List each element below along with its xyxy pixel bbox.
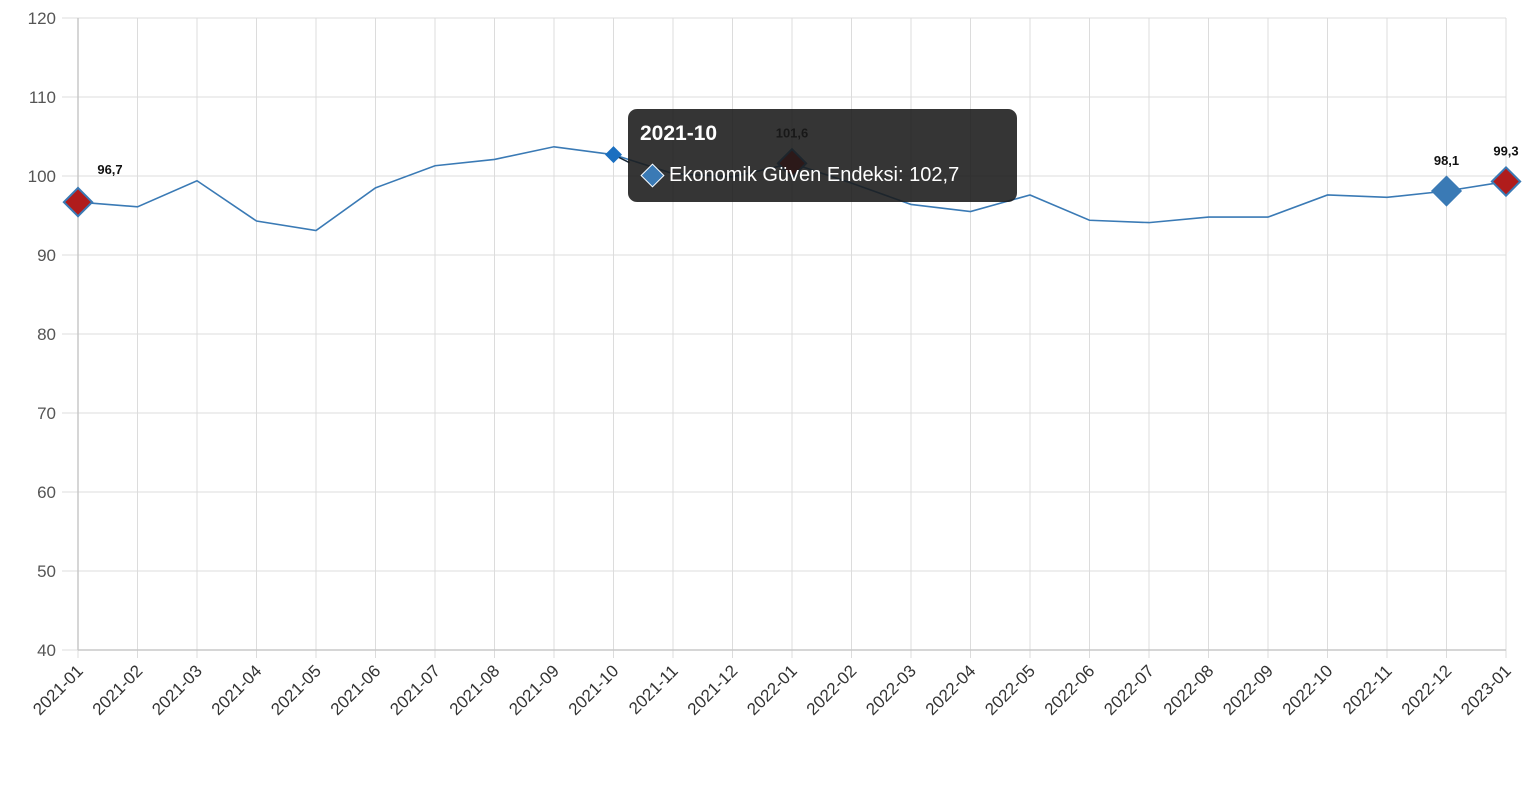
x-tick-label: 2022-08 (1160, 661, 1218, 719)
y-tick-label: 120 (28, 9, 56, 28)
x-tick-label: 2021-06 (327, 661, 385, 719)
grid (62, 17, 1507, 658)
y-tick-label: 100 (28, 167, 56, 186)
tooltip-value: 102,7 (909, 164, 960, 186)
y-tick-label: 90 (37, 246, 56, 265)
y-tick-label: 110 (29, 88, 56, 107)
tooltip-series-name: Ekonomik Güven Endeksi (669, 164, 899, 186)
tooltip: 2021-10 Ekonomik Güven Endeksi: 102,7 (628, 109, 1017, 202)
x-tick-label: 2022-04 (922, 661, 980, 719)
x-tick-label: 2021-12 (684, 661, 742, 719)
y-tick-label: 70 (37, 404, 56, 423)
x-tick-label: 2022-11 (1339, 661, 1396, 718)
x-axis: 2021-01 2021-02 2021-03 2021-04 2021-05 2021-… (29, 661, 1515, 719)
y-tick-label: 60 (37, 483, 56, 502)
x-tick-label: 2022-06 (1041, 661, 1099, 719)
x-tick-label: 2022-12 (1398, 661, 1456, 719)
tooltip-row: Ekonomik Güven Endeksi: 102,7 (640, 162, 1005, 188)
x-tick-label: 2021-03 (148, 661, 206, 719)
x-tick-label: 2021-10 (565, 661, 623, 719)
x-tick-label: 2022-09 (1219, 661, 1277, 719)
y-tick-label: 40 (37, 641, 56, 660)
data-label: 96,7 (97, 162, 122, 177)
x-tick-label: 2023-01 (1457, 661, 1515, 719)
highlight-point-marker[interactable] (1430, 175, 1463, 207)
x-tick-label: 2021-04 (208, 661, 266, 719)
x-tick-label: 2021-08 (446, 661, 504, 719)
highlight-point-marker[interactable] (1490, 165, 1522, 198)
data-label: 98,1 (1434, 153, 1459, 168)
hover-point-marker[interactable] (605, 146, 622, 164)
series-diamond-icon (640, 162, 665, 188)
y-axis: 40 50 60 70 80 90 100 110 120 (28, 9, 56, 660)
x-tick-label: 2022-10 (1279, 661, 1337, 719)
tooltip-separator: : (898, 164, 910, 186)
x-tick-label: 2022-01 (743, 661, 801, 719)
x-tick-label: 2021-07 (386, 661, 444, 719)
x-tick-label: 2022-05 (981, 661, 1039, 719)
x-tick-label: 2021-01 (29, 661, 87, 719)
x-tick-label: 2022-07 (1100, 661, 1158, 719)
x-tick-label: 2022-02 (803, 661, 861, 719)
y-tick-label: 50 (37, 562, 56, 581)
x-tick-label: 2021-05 (267, 661, 325, 719)
highlight-point-marker[interactable] (62, 186, 94, 218)
x-tick-label: 2021-11 (625, 661, 682, 718)
x-tick-label: 2022-03 (862, 661, 920, 719)
x-tick-label: 2021-09 (505, 661, 563, 719)
tooltip-title: 2021-10 (640, 122, 718, 145)
x-tick-label: 2021-02 (89, 661, 147, 719)
data-label: 99,3 (1493, 144, 1518, 159)
y-tick-label: 80 (37, 325, 56, 344)
